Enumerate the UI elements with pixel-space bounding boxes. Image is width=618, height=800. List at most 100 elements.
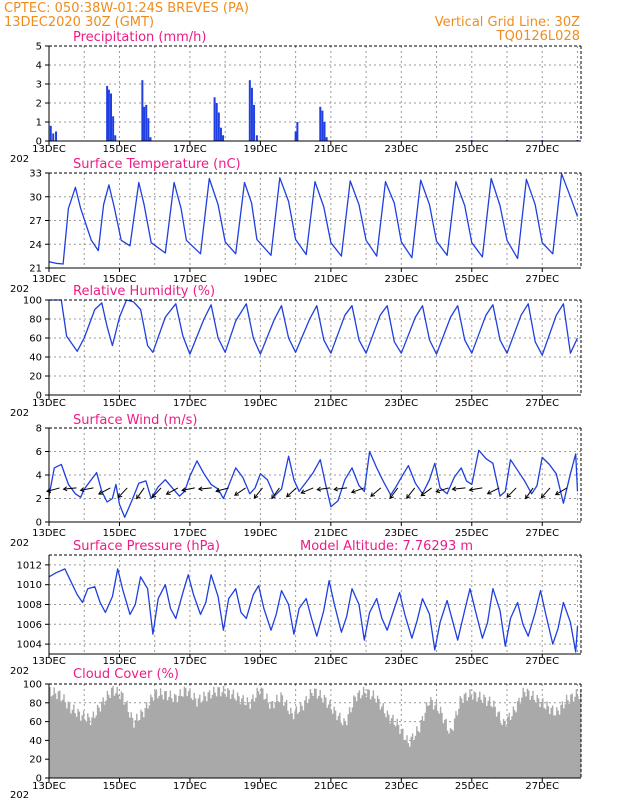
wind-arrow-head — [197, 486, 203, 492]
cloud-xtick-label: 17DEC — [173, 781, 207, 792]
wind-arrow-head — [554, 490, 560, 496]
wind-arrow — [253, 487, 263, 499]
wind-arrow-head — [451, 486, 457, 492]
pressure-ytick-label: 1010 — [17, 580, 42, 591]
precip-bar — [217, 112, 220, 141]
temp-xtick-label: 25DEC — [455, 274, 489, 285]
pressure-ytick-label: 1006 — [17, 620, 42, 631]
wind-ytick-label: 4 — [36, 471, 42, 482]
wind-arrow-head — [234, 491, 239, 496]
precip-title: Precipitation (mm/h) — [73, 30, 206, 45]
rh-ytick-label: 20 — [29, 372, 42, 383]
wind-arrow-head — [181, 487, 187, 493]
temp-xtick-label: 19DEC — [244, 274, 278, 285]
wind-arrow-head — [136, 494, 141, 500]
wind-arrow — [182, 487, 195, 491]
cloud-xtick-label: 21DEC — [314, 781, 348, 792]
precip-bar — [106, 85, 109, 141]
rh-xtick-label: 13DEC — [32, 398, 66, 409]
wind-arrow — [117, 487, 128, 498]
wind-arrow — [435, 487, 449, 493]
cloud-xtick-label: 25DEC — [455, 781, 489, 792]
wind-xtick-label: 27DEC — [525, 528, 559, 539]
header-station: CPTEC: 050:38W-01:24S BREVES (PA) — [4, 1, 249, 16]
pressure-xtick-label: 21DEC — [314, 656, 348, 667]
precip-bar — [149, 137, 152, 141]
precip-panel: 0 1 2 3 4 5 13DEC 15DEC 17DEC 19DEC 21DEC 23DEC 25DE… — [10, 30, 582, 165]
pressure-series-line — [48, 568, 579, 653]
rh-ytick-label: 0 — [36, 391, 42, 402]
pressure-xtick-label: 15DEC — [103, 656, 137, 667]
precip-bar — [219, 127, 222, 141]
precip-bar — [215, 103, 218, 141]
wind-arrow — [406, 487, 416, 499]
rh-xtick-label: 15DEC — [103, 398, 137, 409]
pressure-xtick-label: 27DEC — [525, 656, 559, 667]
precip-bar — [147, 118, 150, 141]
rh-ytick-label: 80 — [29, 315, 42, 326]
wind-arrow — [136, 487, 145, 499]
wind-arrow-head — [79, 487, 85, 493]
wind-xtick-label: 23DEC — [384, 528, 418, 539]
wind-ytick-label: 0 — [36, 518, 42, 529]
wind-arrow-head — [300, 489, 306, 495]
wind-arrow-head — [389, 494, 394, 500]
header-model: TQ0126L028 — [496, 29, 580, 44]
rh-xtick-label: 17DEC — [173, 398, 207, 409]
wind-arrow — [63, 487, 77, 490]
wind-arrow-head — [406, 494, 411, 499]
wind-arrow — [98, 487, 111, 495]
precip-bar — [294, 131, 297, 141]
wind-ytick-label: 8 — [36, 424, 42, 435]
temp-ytick-label: 21 — [29, 264, 42, 275]
precip-xtick-label: 23DEC — [384, 144, 418, 155]
wind-arrow-head — [333, 486, 338, 492]
precip-ytick-label: 1 — [36, 118, 42, 129]
wind-arrow — [506, 487, 517, 498]
precip-bar — [319, 106, 322, 141]
precip-ytick-label: 0 — [36, 137, 42, 148]
wind-arrow-head — [435, 488, 441, 494]
wind-arrow-head — [420, 491, 426, 497]
wind-xtick-label: 21DEC — [314, 528, 348, 539]
wind-xtick-label: 19DEC — [244, 528, 278, 539]
precip-bar — [323, 122, 326, 141]
wind-arrow — [198, 487, 212, 490]
temp-series-line — [48, 173, 579, 265]
precip-xtick-label: 17DEC — [173, 144, 207, 155]
temp-title: Surface Temperature (nC) — [73, 157, 241, 172]
precip-bar — [52, 133, 55, 141]
wind-xtick-label: 25DEC — [455, 528, 489, 539]
precip-xtick-label: 27DEC — [525, 144, 559, 155]
wind-arrow — [271, 487, 280, 499]
rh-panel: 0 20 40 60 80 100 13DEC 15DEC 17DEC 19DEC 21DEC 23D… — [10, 284, 582, 419]
pressure-ytick-label: 1008 — [17, 600, 42, 611]
pressure-xtick-label: 19DEC — [244, 656, 278, 667]
wind-arrow-head — [62, 486, 68, 492]
cloud-xtick-label: 23DEC — [384, 781, 418, 792]
precip-bar — [143, 106, 146, 141]
wind-arrow — [215, 487, 229, 492]
cloud-ytick-label: 0 — [36, 774, 42, 785]
wind-arrow — [317, 487, 331, 491]
temp-ytick-label: 30 — [29, 192, 42, 203]
rh-ytick-label: 60 — [29, 334, 42, 345]
temp-ytick-label: 33 — [29, 169, 42, 180]
pressure-title: Surface Pressure (hPa) — [73, 539, 220, 554]
wind-arrow-head — [286, 492, 291, 498]
temp-xtick-label: 23DEC — [384, 274, 418, 285]
rh-xtick-label: 23DEC — [384, 398, 418, 409]
rh-series-line — [49, 299, 579, 356]
wind-arrow-head — [486, 490, 492, 495]
precip-ytick-label: 3 — [36, 80, 42, 91]
wind-arrow-head — [316, 486, 322, 492]
precip-ytick-label: 4 — [36, 61, 42, 72]
temp-xtick-label: 17DEC — [173, 274, 207, 285]
pressure-xtick-label: 17DEC — [173, 656, 207, 667]
rh-title: Relative Humidity (%) — [73, 284, 215, 299]
wind-arrow — [80, 487, 94, 491]
wind-arrow — [469, 487, 483, 491]
wind-xtick-label: 15DEC — [103, 528, 137, 539]
wind-arrow — [555, 487, 568, 496]
